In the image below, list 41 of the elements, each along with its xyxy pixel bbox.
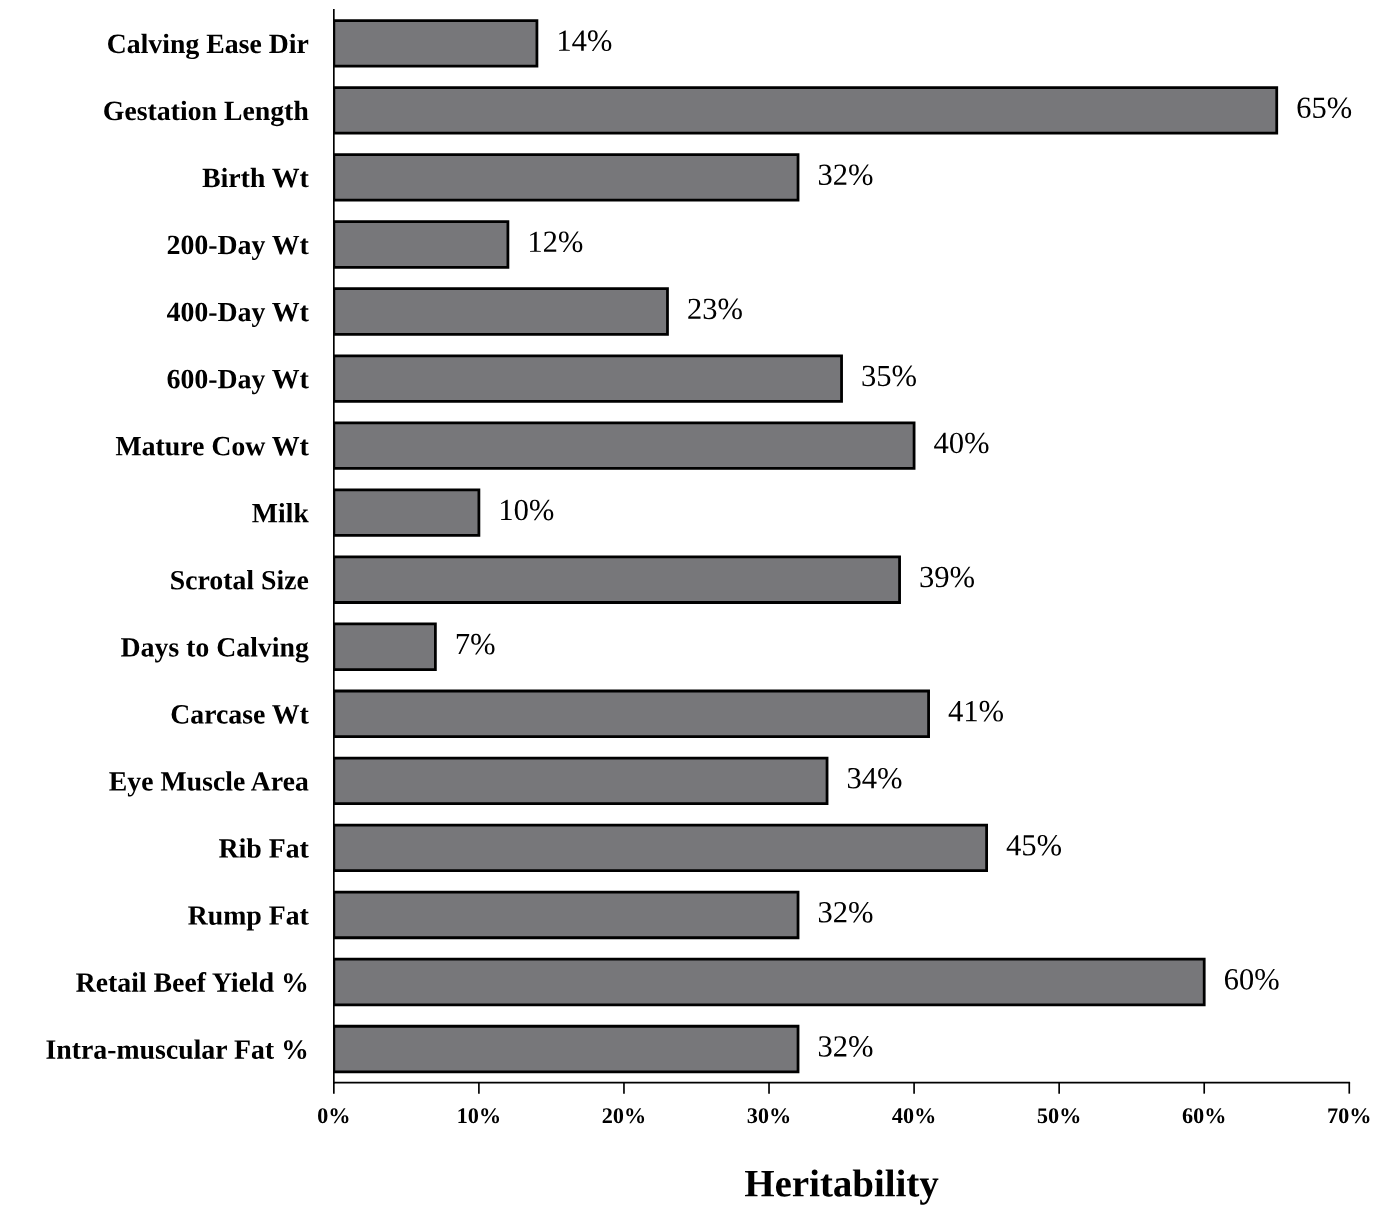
y-tick-label: Gestation Length: [104, 100, 309, 127]
y-tick-label: Birth Wt: [202, 167, 309, 188]
data-label: 23%: [688, 298, 742, 320]
y-tick-label: Intra-muscular Fat %: [46, 1039, 307, 1060]
y-tick-label: 600-Day Wt: [167, 369, 309, 395]
y-tick-label: Scrotal Size: [171, 570, 309, 590]
data-label: 35%: [862, 365, 916, 387]
x-tick-label: 10%: [458, 1108, 500, 1124]
y-tick-label: Mature Cow Wt: [115, 436, 309, 456]
data-label: 32%: [818, 164, 873, 186]
data-label: 60%: [1224, 969, 1279, 990]
data-label: 14%: [559, 30, 612, 52]
x-axis-title: Heritability: [745, 1169, 939, 1205]
data-label: 34%: [847, 767, 902, 789]
y-tick-label: Days to Calving: [121, 637, 309, 663]
y-tick-label: Calving Ease Dir: [108, 33, 309, 60]
x-tick-label: 70%: [1328, 1108, 1370, 1124]
x-tick-label: 40%: [892, 1108, 935, 1124]
y-tick-label: Rib Fat: [219, 838, 309, 858]
x-tick-label: 50%: [1037, 1108, 1080, 1124]
data-label: 7%: [456, 633, 495, 655]
data-label: 32%: [818, 1036, 873, 1057]
data-label: 40%: [934, 432, 989, 454]
x-tick-label: 20%: [602, 1108, 645, 1124]
y-tick-label: Milk: [252, 503, 309, 523]
data-label: 45%: [1006, 834, 1062, 856]
y-tick-label: Eye Muscle Area: [109, 771, 309, 797]
data-label: 65%: [1297, 97, 1352, 119]
y-tick-label: 200-Day Wt: [167, 235, 309, 261]
y-tick-label: Carcase Wt: [171, 705, 309, 724]
data-label: 32%: [818, 901, 873, 923]
data-label: 10%: [501, 499, 554, 521]
x-tick-label: 60%: [1182, 1108, 1225, 1124]
data-label: 12%: [530, 231, 583, 253]
x-tick-label: 30%: [747, 1108, 790, 1124]
y-tick-label: Rump Fat: [188, 906, 309, 931]
data-label: 41%: [948, 700, 1003, 722]
data-label: 39%: [920, 566, 974, 588]
y-tick-label: 400-Day Wt: [166, 302, 309, 328]
x-tick-label: 0%: [318, 1108, 349, 1124]
y-tick-label: Retail Beef Yield %: [76, 972, 307, 992]
